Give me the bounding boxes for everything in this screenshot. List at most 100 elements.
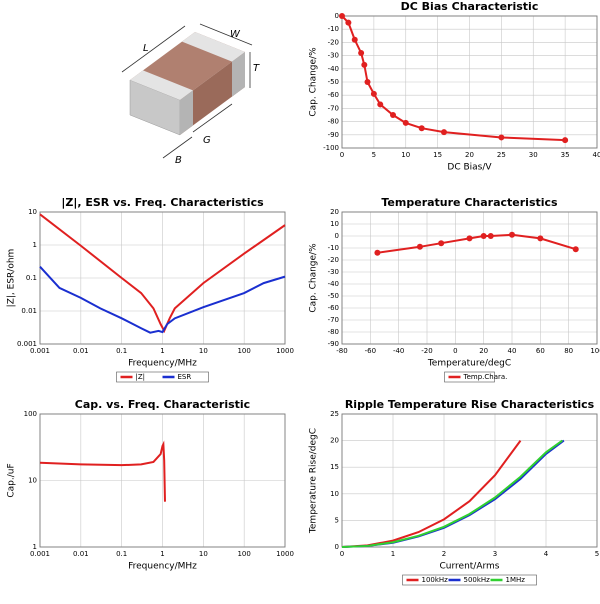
x-tick-label: 1	[160, 347, 164, 355]
x-tick-label: 2	[442, 550, 446, 558]
y-tick-label: 10	[28, 477, 37, 485]
marker	[419, 125, 425, 131]
y-tick-label: -10	[328, 244, 339, 252]
y-tick-label: 15	[330, 463, 339, 471]
x-axis-label: Current/Arms	[440, 562, 500, 572]
y-tick-label: -30	[328, 52, 339, 60]
x-tick-label: 30	[529, 151, 538, 159]
marker	[371, 91, 377, 97]
marker	[374, 250, 380, 256]
y-tick-label: -20	[328, 38, 339, 46]
x-tick-label: 1	[160, 550, 164, 558]
y-tick-label: 100	[24, 410, 37, 418]
label-g: G	[203, 135, 211, 146]
x-tick-label: 4	[544, 550, 549, 558]
marker	[377, 101, 383, 107]
y-tick-label: -50	[328, 78, 339, 86]
marker	[352, 37, 358, 43]
y-tick-label: 0	[335, 12, 339, 20]
y-tick-label: -80	[328, 328, 339, 336]
y-tick-label: 25	[330, 410, 339, 418]
x-tick-label: 10	[199, 347, 208, 355]
y-axis-label: Cap. Change/%	[309, 47, 319, 117]
y-tick-label: -20	[328, 256, 339, 264]
y-tick-label: 10	[330, 490, 339, 498]
marker	[573, 246, 579, 252]
x-tick-label: 0.01	[73, 347, 89, 355]
y-tick-label: 0.01	[21, 307, 37, 315]
x-axis-label: Temperature/degC	[427, 359, 511, 369]
y-tick-label: -100	[323, 144, 339, 152]
x-tick-label: 0.01	[73, 550, 89, 558]
x-axis-label: Frequency/MHz	[128, 562, 197, 572]
legend-label: ESR	[178, 373, 192, 381]
y-tick-label: 0	[335, 232, 339, 240]
y-tick-label: 20	[330, 437, 339, 445]
marker	[390, 112, 396, 118]
y-tick-label: -70	[328, 316, 339, 324]
x-tick-label: 1000	[276, 347, 294, 355]
marker	[498, 134, 504, 140]
x-tick-label: 0	[453, 347, 457, 355]
label-b: B	[175, 155, 182, 166]
y-tick-label: -70	[328, 104, 339, 112]
y-tick-label: -50	[328, 292, 339, 300]
label-t: T	[253, 63, 260, 74]
marker	[438, 240, 444, 246]
y-tick-label: 0	[335, 543, 339, 551]
marker	[417, 244, 423, 250]
y-tick-label: -40	[328, 65, 339, 73]
legend-label: 1MHz	[506, 576, 526, 584]
y-tick-label: -60	[328, 91, 339, 99]
x-tick-label: 100	[590, 347, 600, 355]
chart-title: Ripple Temperature Rise Characteristics	[345, 398, 595, 411]
legend-label: 100kHz	[422, 576, 449, 584]
x-tick-label: 100	[237, 347, 250, 355]
chart: 20100-10-20-30-40-50-60-70-80-90-80-60-4…	[309, 196, 600, 382]
x-tick-label: 80	[564, 347, 573, 355]
chart-title: Cap. vs. Freq. Characteristic	[75, 398, 250, 411]
y-axis-label: |Z|, ESR/ohm	[7, 249, 17, 308]
x-tick-label: 1000	[276, 550, 294, 558]
y-tick-label: -10	[328, 25, 339, 33]
marker	[562, 137, 568, 143]
label-l: L	[143, 43, 149, 54]
label-w: W	[230, 29, 241, 40]
x-tick-label: 1	[391, 550, 395, 558]
marker	[358, 50, 364, 56]
x-tick-label: 15	[433, 151, 442, 159]
x-tick-label: 60	[536, 347, 545, 355]
x-tick-label: 40	[593, 151, 600, 159]
y-axis-label: Cap./uF	[7, 463, 17, 497]
x-tick-label: 0.1	[116, 347, 127, 355]
y-tick-label: -60	[328, 304, 339, 312]
y-axis-label: Temperature Rise/degC	[309, 428, 319, 534]
x-tick-label: 20	[479, 347, 488, 355]
x-tick-label: 40	[508, 347, 517, 355]
y-tick-label: 1	[33, 241, 37, 249]
marker	[361, 62, 367, 68]
y-tick-label: 20	[330, 208, 339, 216]
marker	[537, 235, 543, 241]
marker	[481, 233, 487, 239]
x-tick-label: 0	[340, 550, 344, 558]
marker	[339, 13, 345, 19]
x-axis-label: Frequency/MHz	[128, 359, 197, 369]
marker	[509, 232, 515, 238]
x-tick-label: 5	[372, 151, 376, 159]
y-tick-label: 5	[335, 516, 339, 524]
legend-label: 500kHz	[464, 576, 491, 584]
legend-label: Temp.Chara.	[463, 373, 508, 381]
y-tick-label: 10	[330, 220, 339, 228]
x-tick-label: -60	[365, 347, 376, 355]
marker	[365, 79, 371, 85]
y-tick-label: -30	[328, 268, 339, 276]
plot-area	[342, 212, 597, 344]
x-tick-label: 0	[340, 151, 344, 159]
legend-label: |Z|	[136, 373, 146, 381]
